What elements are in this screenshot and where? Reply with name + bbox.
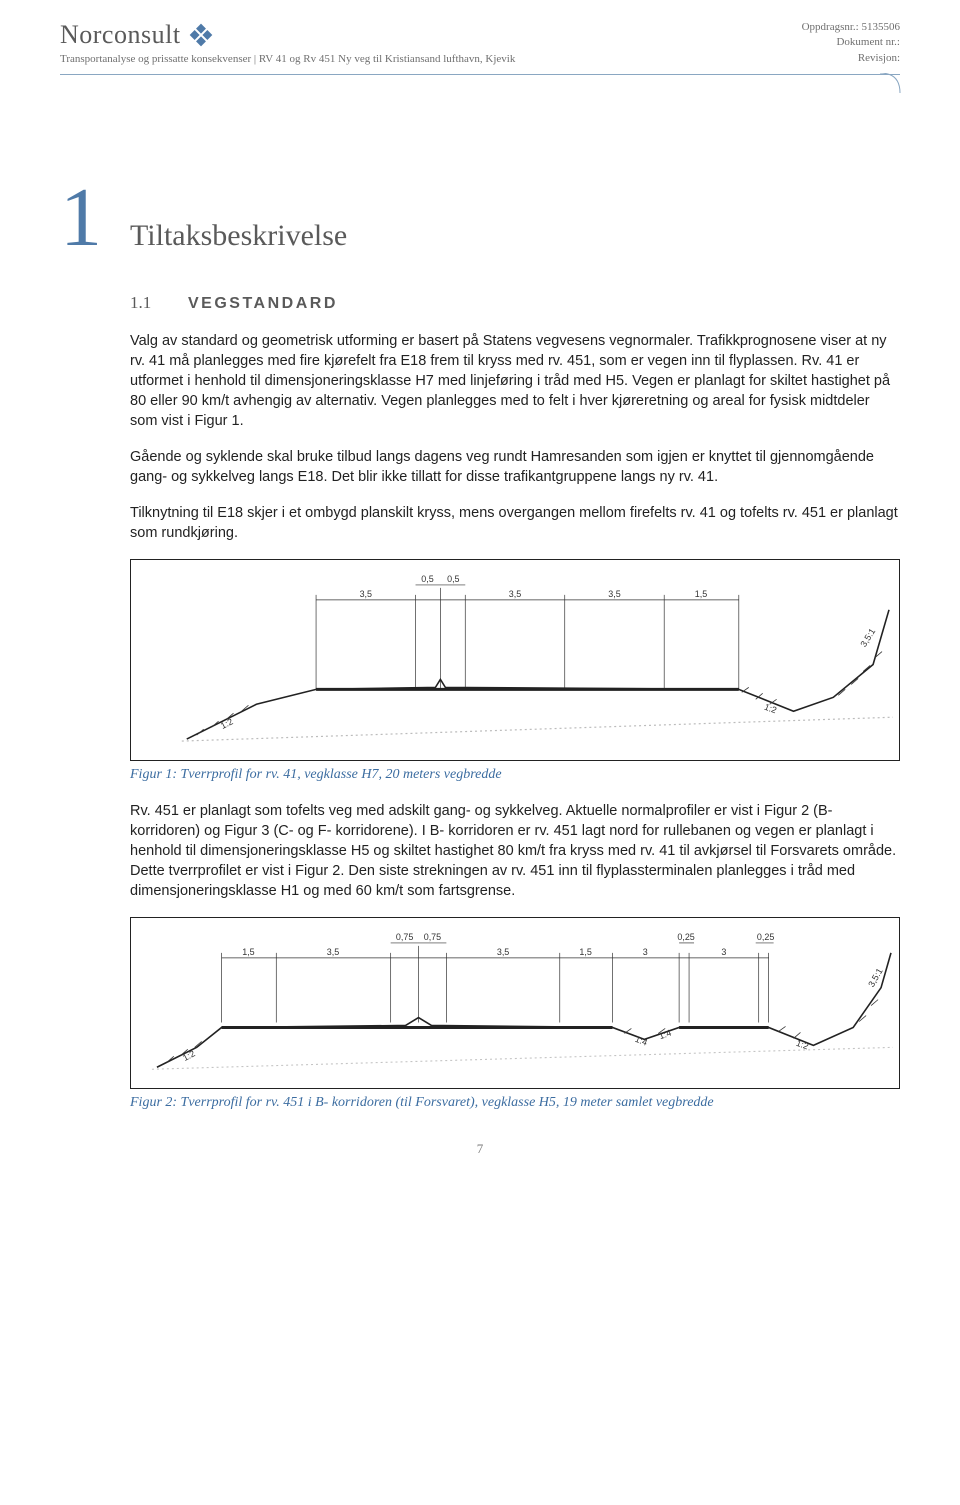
doc-subtitle: Transportanalyse og prissatte konsekvens… <box>60 53 515 65</box>
slope-label: 1:4 <box>634 1034 649 1048</box>
slope-label: 3,5:1 <box>858 627 877 649</box>
header-right: Oppdragsnr.: 5135506 Dokument nr.: Revis… <box>802 20 900 66</box>
page-header: Norconsult Transportanalyse og prissatte… <box>60 20 900 74</box>
section-title: VEGSTANDARD <box>188 295 338 313</box>
dim-label: 0,75 <box>396 932 413 942</box>
dim-label: 3,5 <box>360 589 372 599</box>
figure-1-caption: Figur 1: Tverrprofil for rv. 41, vegklas… <box>130 767 900 783</box>
content-body: 1.1 VEGSTANDARD Valg av standard og geom… <box>130 293 900 1111</box>
dim-label: 3 <box>643 947 648 957</box>
header-left: Norconsult Transportanalyse og prissatte… <box>60 20 515 65</box>
dim-label: 0,5 <box>421 574 433 584</box>
page-number: 7 <box>60 1141 900 1157</box>
dim-label: 0,75 <box>424 932 441 942</box>
dim-label: 3 <box>721 947 726 957</box>
dim-label: 3,5 <box>497 947 509 957</box>
figure-2-caption: Figur 2: Tverrprofil for rv. 451 i B- ko… <box>130 1095 900 1111</box>
logo-text: Norconsult <box>60 20 181 50</box>
dim-label: 0,25 <box>677 932 694 942</box>
slope-label: 1:2 <box>795 1038 810 1052</box>
logo: Norconsult <box>60 20 515 50</box>
dim-label: 1,5 <box>242 947 254 957</box>
dim-label: 0,5 <box>447 574 459 584</box>
paragraph: Valg av standard og geometrisk utforming… <box>130 331 900 431</box>
slope-label: 1:2 <box>219 717 235 732</box>
dim-label: 1,5 <box>579 947 591 957</box>
dim-label: 3,5 <box>608 589 620 599</box>
figure-2-diagram: 1,5 3,5 0,75 0,75 3,5 1,5 3 0,25 3 0,25 <box>130 917 900 1089</box>
section-number: 1.1 <box>130 293 166 313</box>
paragraph: Gående og syklende skal bruke tilbud lan… <box>130 447 900 487</box>
paragraph: Rv. 451 er planlagt som tofelts veg med … <box>130 801 900 901</box>
logo-diamond-icon <box>187 21 215 49</box>
chapter-heading: 1 Tiltaksbeskrivelse <box>60 184 900 253</box>
slope-label: 1:2 <box>181 1049 197 1064</box>
chapter-title: Tiltaksbeskrivelse <box>130 219 347 253</box>
revisjon: Revisjon: <box>802 51 900 66</box>
dokumentnr: Dokument nr.: <box>802 35 900 50</box>
section-heading: 1.1 VEGSTANDARD <box>130 293 900 313</box>
dim-label: 3,5 <box>327 947 339 957</box>
header-rule <box>60 74 900 94</box>
oppdragsnr: Oppdragsnr.: 5135506 <box>802 20 900 35</box>
dim-label: 3,5 <box>509 589 521 599</box>
paragraph: Tilknytning til E18 skjer i et ombygd pl… <box>130 503 900 543</box>
chapter-number: 1 <box>60 184 102 251</box>
dim-label: 1,5 <box>695 589 707 599</box>
figure-1-diagram: 3,5 0,5 0,5 3,5 3,5 1,5 <box>130 559 900 761</box>
dim-label: 0,25 <box>757 932 774 942</box>
